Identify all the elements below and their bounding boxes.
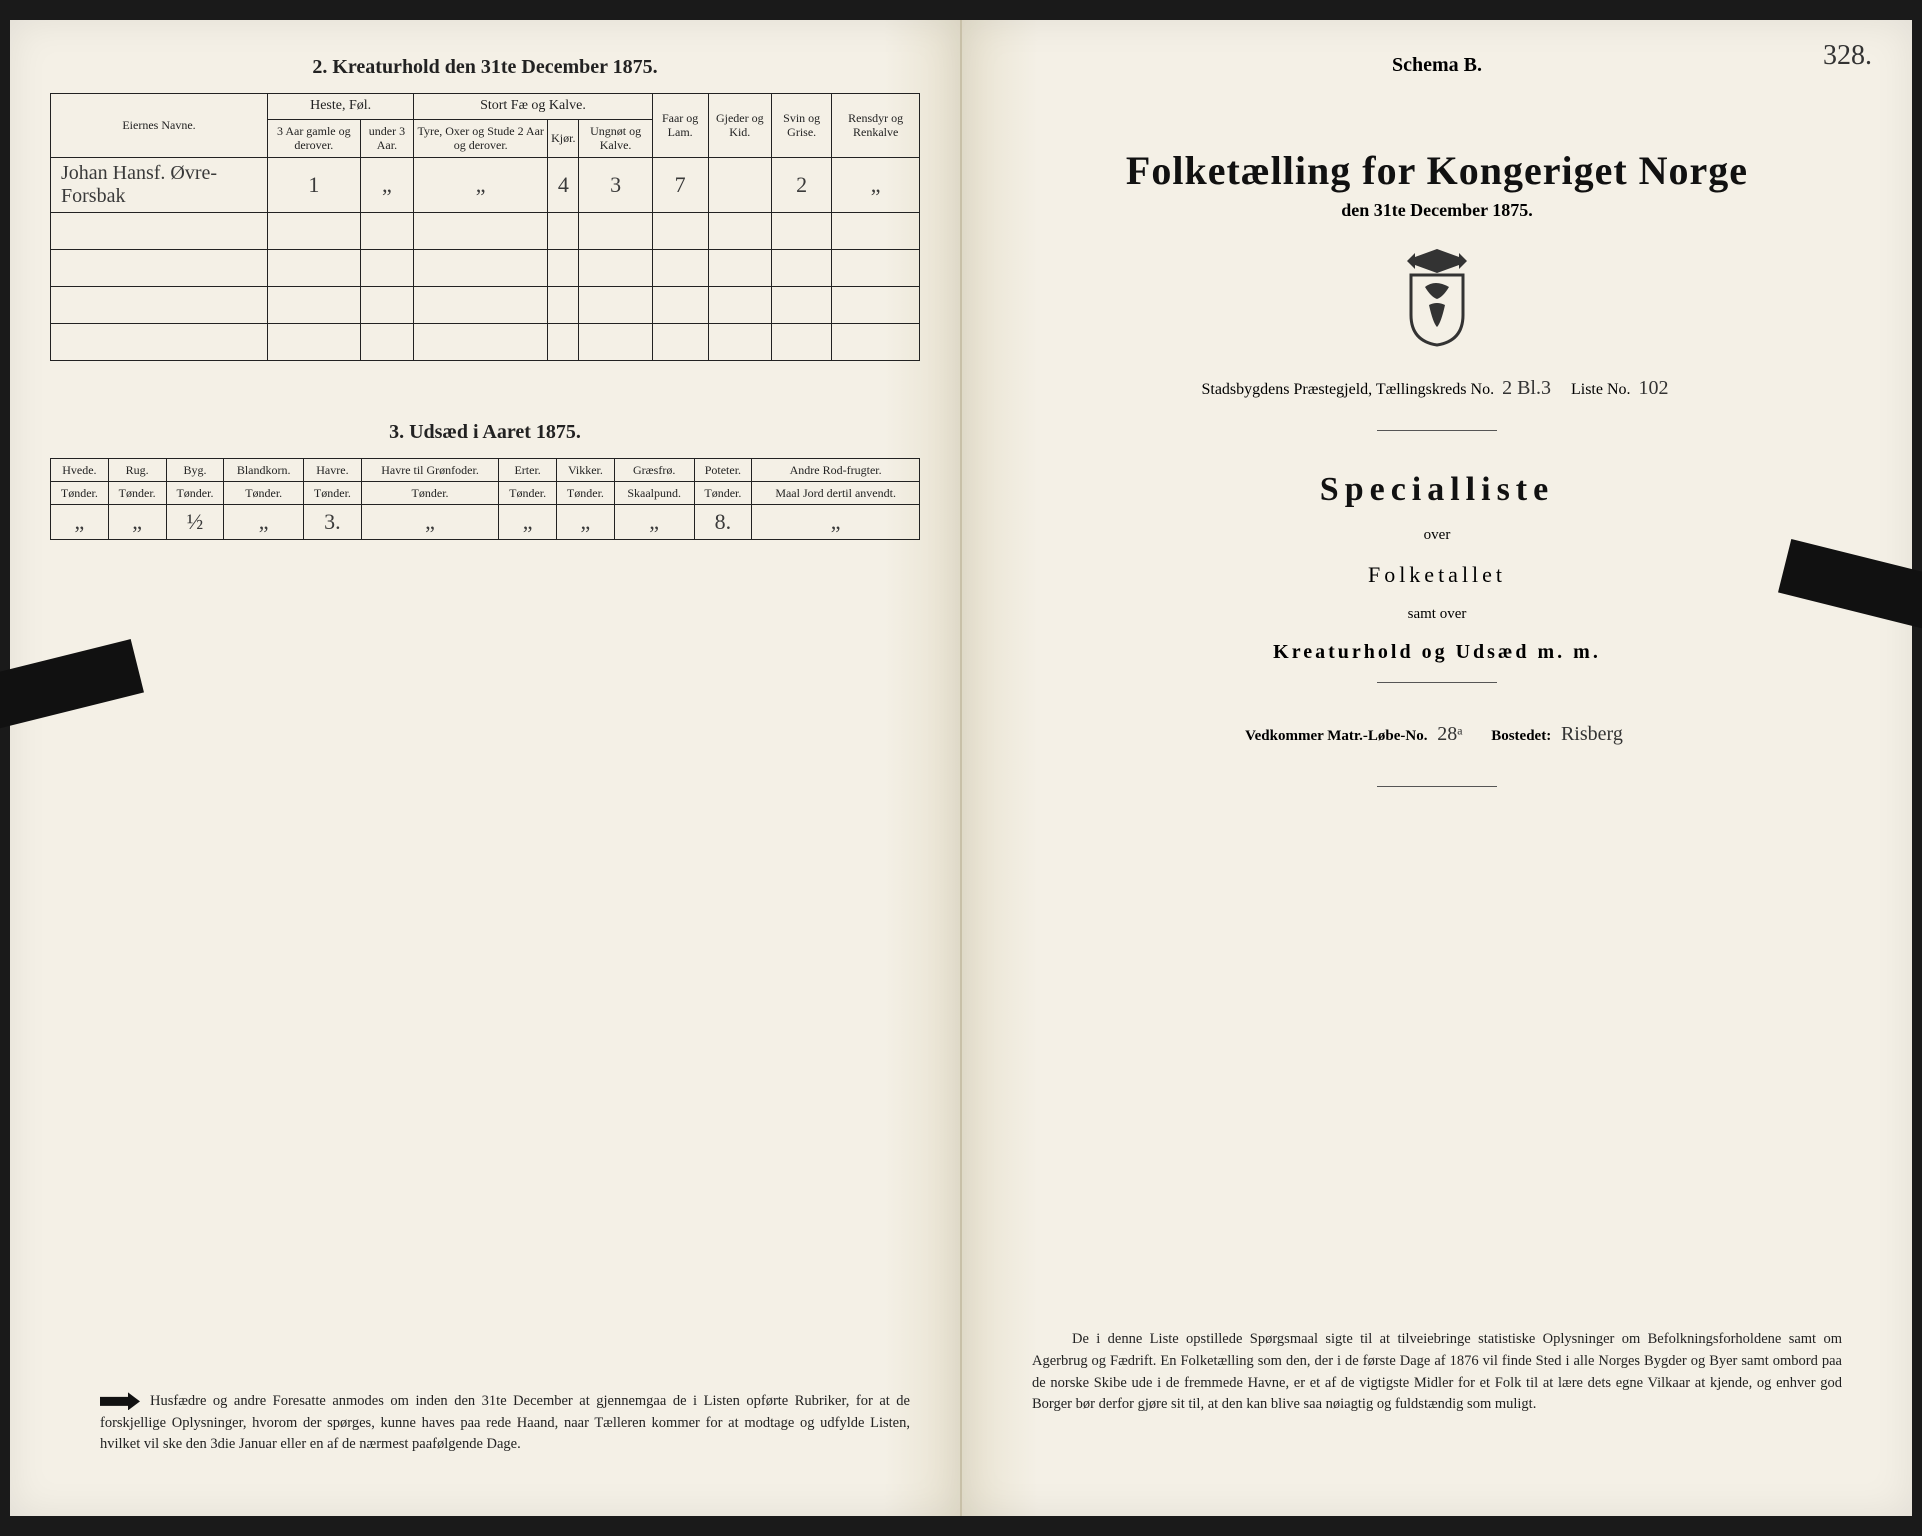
- special-title: Specialliste: [1002, 471, 1872, 509]
- col-hvede: Hvede.: [51, 458, 109, 481]
- divider: [1377, 430, 1497, 431]
- cell-svin: 2: [772, 157, 832, 212]
- table2-title: 2. Kreaturhold den 31te December 1875.: [50, 56, 920, 79]
- table3-udsaed: Hvede. Rug. Byg. Blandkorn. Havre. Havre…: [50, 458, 920, 541]
- col-rensdyr: Rensdyr og Renkalve: [832, 94, 920, 158]
- book-spread: 2. Kreaturhold den 31te December 1875. E…: [0, 0, 1922, 1536]
- right-page: 328. Schema B. Folketælling for Kongerig…: [962, 20, 1912, 1516]
- cell-gjeder: [708, 157, 771, 212]
- col-andre: Andre Rod-frugter.: [752, 458, 920, 481]
- left-footnote-text: Husfædre og andre Foresatte anmodes om i…: [100, 1393, 910, 1453]
- bostedet: Risberg: [1555, 723, 1629, 745]
- page-number: 328.: [1823, 40, 1872, 72]
- parish-kreds: 2 Bl.3: [1498, 377, 1555, 399]
- cell-tyre: „: [414, 157, 548, 212]
- cell-vikker: „: [557, 505, 615, 540]
- cell-rensdyr: „: [832, 157, 920, 212]
- vedkommer-line: Vedkommer Matr.-Løbe-No. 28ᵃ Bostedet: R…: [1002, 723, 1872, 746]
- table2-row: Johan Hansf. Øvre-Forsbak 1 „ „ 4 3 7 2 …: [51, 157, 920, 212]
- col-erter: Erter.: [499, 458, 557, 481]
- right-footnote: De i denne Liste opstillede Spørgsmaal s…: [1032, 1329, 1842, 1416]
- table3-row: „ „ ½ „ 3. „ „ „ „ 8. „: [51, 505, 920, 540]
- cell-ungnot: 3: [579, 157, 652, 212]
- cell-heste1: 1: [268, 157, 361, 212]
- unit: Tønder.: [361, 481, 498, 504]
- cell-kjor: 4: [548, 157, 579, 212]
- parish-line: Stadsbygdens Præstegjeld, Tællingskreds …: [1002, 377, 1872, 400]
- liste-label: Liste No.: [1571, 381, 1631, 398]
- unit: Tønder.: [499, 481, 557, 504]
- parish-prefix: Stadsbygdens Præstegjeld, Tællingskreds …: [1201, 381, 1494, 398]
- unit: Tønder.: [304, 481, 362, 504]
- col-group-heste: Heste, Føl.: [268, 94, 414, 120]
- table2-blank: [51, 212, 920, 249]
- col-svin: Svin og Grise.: [772, 94, 832, 158]
- table2-blank: [51, 323, 920, 360]
- unit: Tønder.: [694, 481, 752, 504]
- unit: Tønder.: [108, 481, 166, 504]
- col-graesfro: Græsfrø.: [614, 458, 694, 481]
- table2-blank: [51, 286, 920, 323]
- divider: [1377, 786, 1497, 787]
- cell-hvede: „: [51, 505, 109, 540]
- sub-stort1: Tyre, Oxer og Stude 2 Aar og derover.: [414, 119, 548, 157]
- kreatur-line: Kreaturhold og Udsæd m. m.: [1002, 641, 1872, 664]
- table2-kreaturhold: Eiernes Navne. Heste, Føl. Stort Fæ og K…: [50, 93, 920, 361]
- table3-title: 3. Udsæd i Aaret 1875.: [50, 421, 920, 444]
- bostedet-label: Bostedet:: [1491, 728, 1551, 744]
- col-gjeder: Gjeder og Kid.: [708, 94, 771, 158]
- sub-stort3: Ungnøt og Kalve.: [579, 119, 652, 157]
- cell-poteter: 8.: [694, 505, 752, 540]
- over-label: over: [1002, 527, 1872, 544]
- col-poteter: Poteter.: [694, 458, 752, 481]
- vedkommer-no: 28ᵃ: [1431, 723, 1468, 745]
- divider: [1377, 682, 1497, 683]
- col-group-stort: Stort Fæ og Kalve.: [414, 94, 652, 120]
- col-blandkorn: Blandkorn.: [224, 458, 304, 481]
- cell-andre: „: [752, 505, 920, 540]
- cell-heste2: „: [360, 157, 414, 212]
- cell-havre-gron: „: [361, 505, 498, 540]
- left-page: 2. Kreaturhold den 31te December 1875. E…: [10, 20, 962, 1516]
- unit: Tønder.: [557, 481, 615, 504]
- owner-name: Johan Hansf. Øvre-Forsbak: [51, 157, 268, 212]
- sub-title: den 31te December 1875.: [1002, 200, 1872, 221]
- unit: Tønder.: [166, 481, 224, 504]
- table2-blank: [51, 249, 920, 286]
- main-title: Folketælling for Kongeriget Norge: [1002, 147, 1872, 194]
- col-faar: Faar og Lam.: [652, 94, 708, 158]
- cell-erter: „: [499, 505, 557, 540]
- col-owner: Eiernes Navne.: [51, 94, 268, 158]
- sub-heste1: 3 Aar gamle og derover.: [268, 119, 361, 157]
- unit: Skaalpund.: [614, 481, 694, 504]
- cell-blandkorn: „: [224, 505, 304, 540]
- coat-of-arms-icon: [1002, 247, 1872, 347]
- unit: Maal Jord dertil anvendt.: [752, 481, 920, 504]
- col-havre: Havre.: [304, 458, 362, 481]
- samt-over: samt over: [1002, 606, 1872, 623]
- col-byg: Byg.: [166, 458, 224, 481]
- cell-faar: 7: [652, 157, 708, 212]
- cell-rug: „: [108, 505, 166, 540]
- liste-no: 102: [1635, 377, 1673, 399]
- schema-label: Schema B.: [1002, 54, 1872, 77]
- cell-byg: ½: [166, 505, 224, 540]
- sub-stort2: Kjør.: [548, 119, 579, 157]
- col-havre-gron: Havre til Grønfoder.: [361, 458, 498, 481]
- cell-havre: 3.: [304, 505, 362, 540]
- cell-graesfro: „: [614, 505, 694, 540]
- pointing-hand-icon: [100, 1392, 140, 1410]
- col-rug: Rug.: [108, 458, 166, 481]
- folketallet: Folketallet: [1002, 562, 1872, 588]
- unit: Tønder.: [51, 481, 109, 504]
- vedkommer-label: Vedkommer Matr.-Løbe-No.: [1245, 728, 1427, 744]
- left-footnote: Husfædre og andre Foresatte anmodes om i…: [100, 1391, 910, 1456]
- col-vikker: Vikker.: [557, 458, 615, 481]
- sub-heste2: under 3 Aar.: [360, 119, 414, 157]
- unit: Tønder.: [224, 481, 304, 504]
